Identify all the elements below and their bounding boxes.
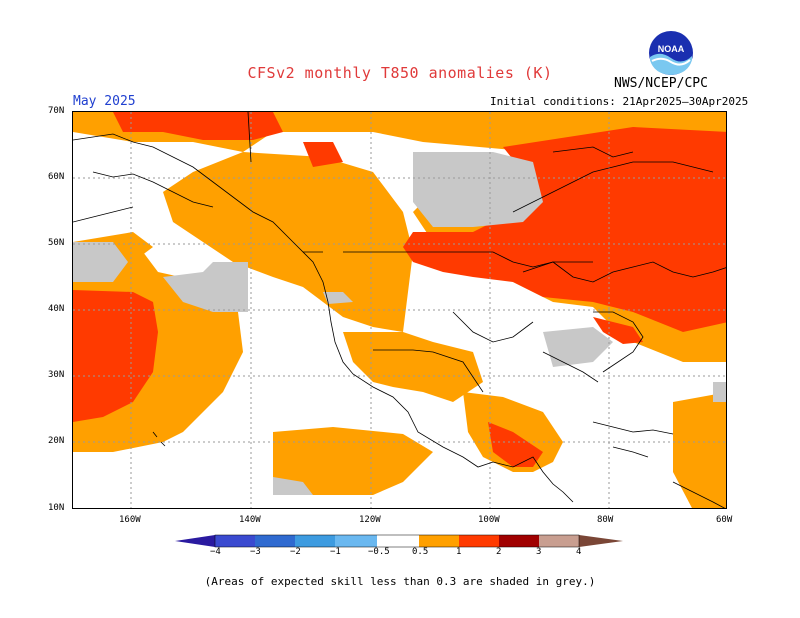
colorbar-segment xyxy=(459,535,499,547)
colorbar-segment xyxy=(215,535,255,547)
colorbar-label: −3 xyxy=(250,547,261,557)
month-label: May 2025 xyxy=(73,94,136,109)
colorbar-arrow-left xyxy=(175,535,215,547)
lat-label-40n: 40N xyxy=(48,304,65,314)
colorbar-segment xyxy=(335,535,377,547)
colorbar-label: 0.5 xyxy=(412,547,429,557)
map-gridlines xyxy=(73,112,726,508)
coastlines xyxy=(73,112,726,508)
colorbar-label: 3 xyxy=(536,547,542,557)
colorbar-segment xyxy=(377,535,419,547)
colorbar-label: 4 xyxy=(576,547,582,557)
anomaly-red-regions xyxy=(73,112,726,467)
lat-label-50n: 50N xyxy=(48,238,65,248)
lon-label-80w: 80W xyxy=(597,515,614,525)
noaa-logo-text: NOAA xyxy=(658,44,685,54)
colorbar-segment xyxy=(419,535,459,547)
anomaly-map-svg xyxy=(73,112,726,508)
colorbar-label: −1 xyxy=(330,547,341,557)
colorbar-segment xyxy=(255,535,295,547)
anomaly-map xyxy=(72,111,727,509)
lon-label-100w: 100W xyxy=(478,515,500,525)
initial-conditions-label: Initial conditions: 21Apr2025–30Apr2025 xyxy=(490,95,749,108)
colorbar-label: 2 xyxy=(496,547,502,557)
low-skill-grey-regions xyxy=(73,152,726,495)
colorbar-segment xyxy=(499,535,539,547)
colorbar-label: −4 xyxy=(210,547,221,557)
colorbar-label: −2 xyxy=(290,547,301,557)
colorbar-segment xyxy=(539,535,579,547)
lon-label-140w: 140W xyxy=(239,515,261,525)
chart-title: CFSv2 monthly T850 anomalies (K) xyxy=(247,64,553,82)
lon-label-160w: 160W xyxy=(119,515,141,525)
lon-label-120w: 120W xyxy=(359,515,381,525)
colorbar-label: −0.5 xyxy=(368,547,390,557)
colorbar xyxy=(175,534,623,548)
lat-label-20n: 20N xyxy=(48,436,65,446)
agency-label: NWS/NCEP/CPC xyxy=(614,76,708,91)
lat-label-70n: 70N xyxy=(48,106,65,116)
lat-label-10n: 10N xyxy=(48,503,65,513)
noaa-logo-icon: NOAA xyxy=(649,31,693,75)
lat-label-30n: 30N xyxy=(48,370,65,380)
lon-label-60w: 60W xyxy=(716,515,733,525)
footnote: (Areas of expected skill less than 0.3 a… xyxy=(204,575,596,588)
colorbar-arrow-right xyxy=(579,535,623,547)
colorbar-label: 1 xyxy=(456,547,462,557)
colorbar-segment xyxy=(295,535,335,547)
lat-label-60n: 60N xyxy=(48,172,65,182)
